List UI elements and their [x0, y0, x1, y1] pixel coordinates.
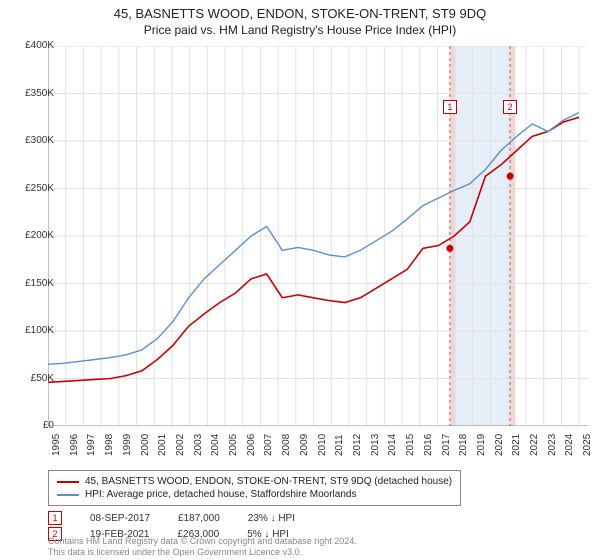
legend: 45, BASNETTS WOOD, ENDON, STOKE-ON-TRENT…: [48, 470, 461, 506]
x-tick-label: 2024: [564, 434, 575, 456]
y-tick-label: £200K: [4, 230, 54, 241]
x-tick-label: 2011: [334, 434, 345, 456]
y-tick-label: £50K: [4, 373, 54, 384]
x-tick-label: 2009: [299, 434, 310, 456]
x-tick-label: 2012: [352, 434, 363, 456]
x-tick-label: 1996: [69, 434, 80, 456]
y-tick-label: £250K: [4, 183, 54, 194]
y-tick-label: £400K: [4, 40, 54, 51]
x-tick-label: 2020: [494, 434, 505, 456]
legend-row-hpi: HPI: Average price, detached house, Staf…: [57, 488, 452, 501]
x-tick-label: 1997: [86, 434, 97, 456]
x-tick-label: 2000: [140, 434, 151, 456]
footer-attribution: Contains HM Land Registry data © Crown c…: [48, 536, 357, 558]
marker-table-row: 1 08-SEP-2017 £187,000 23% ↓ HPI: [48, 510, 295, 526]
marker-delta: 23% ↓ HPI: [248, 513, 295, 524]
x-tick-label: 2016: [423, 434, 434, 456]
marker-badge-icon: 1: [48, 511, 62, 525]
chart-title: 45, BASNETTS WOOD, ENDON, STOKE-ON-TRENT…: [0, 0, 600, 21]
marker-date: 08-SEP-2017: [90, 513, 150, 524]
x-tick-label: 2001: [157, 434, 168, 456]
chart-container: 45, BASNETTS WOOD, ENDON, STOKE-ON-TRENT…: [0, 0, 600, 560]
x-tick-label: 1999: [122, 434, 133, 456]
footer-line: Contains HM Land Registry data © Crown c…: [48, 536, 357, 547]
legend-row-property: 45, BASNETTS WOOD, ENDON, STOKE-ON-TRENT…: [57, 475, 452, 488]
y-tick-label: £300K: [4, 135, 54, 146]
legend-swatch-hpi: [57, 494, 79, 496]
x-tick-label: 2023: [547, 434, 558, 456]
y-tick-label: £100K: [4, 325, 54, 336]
x-tick-label: 1995: [51, 434, 62, 456]
legend-swatch-property: [57, 481, 79, 483]
x-tick-label: 2022: [529, 434, 540, 456]
footer-line: This data is licensed under the Open Gov…: [48, 547, 357, 558]
y-tick-label: £0: [4, 420, 54, 431]
x-tick-label: 2006: [246, 434, 257, 456]
chart-subtitle: Price paid vs. HM Land Registry's House …: [0, 21, 600, 37]
x-tick-label: 2010: [317, 434, 328, 456]
x-tick-label: 2021: [511, 434, 522, 456]
x-tick-label: 2018: [458, 434, 469, 456]
x-tick-label: 2004: [210, 434, 221, 456]
x-tick-label: 2008: [281, 434, 292, 456]
x-tick-label: 2013: [370, 434, 381, 456]
y-tick-label: £150K: [4, 278, 54, 289]
x-tick-label: 2017: [441, 434, 452, 456]
x-tick-label: 1998: [104, 434, 115, 456]
x-tick-label: 2005: [228, 434, 239, 456]
x-tick-label: 2019: [476, 434, 487, 456]
x-tick-label: 2002: [175, 434, 186, 456]
marker-price: £187,000: [178, 513, 220, 524]
chart-marker-badge: 1: [443, 100, 457, 114]
legend-label-hpi: HPI: Average price, detached house, Staf…: [85, 489, 356, 500]
y-tick-label: £350K: [4, 88, 54, 99]
x-tick-label: 2025: [582, 434, 593, 456]
x-tick-label: 2014: [387, 434, 398, 456]
chart-marker-badge: 2: [503, 100, 517, 114]
x-tick-label: 2015: [405, 434, 416, 456]
x-tick-label: 2003: [193, 434, 204, 456]
legend-label-property: 45, BASNETTS WOOD, ENDON, STOKE-ON-TRENT…: [85, 476, 452, 487]
x-tick-label: 2007: [263, 434, 274, 456]
